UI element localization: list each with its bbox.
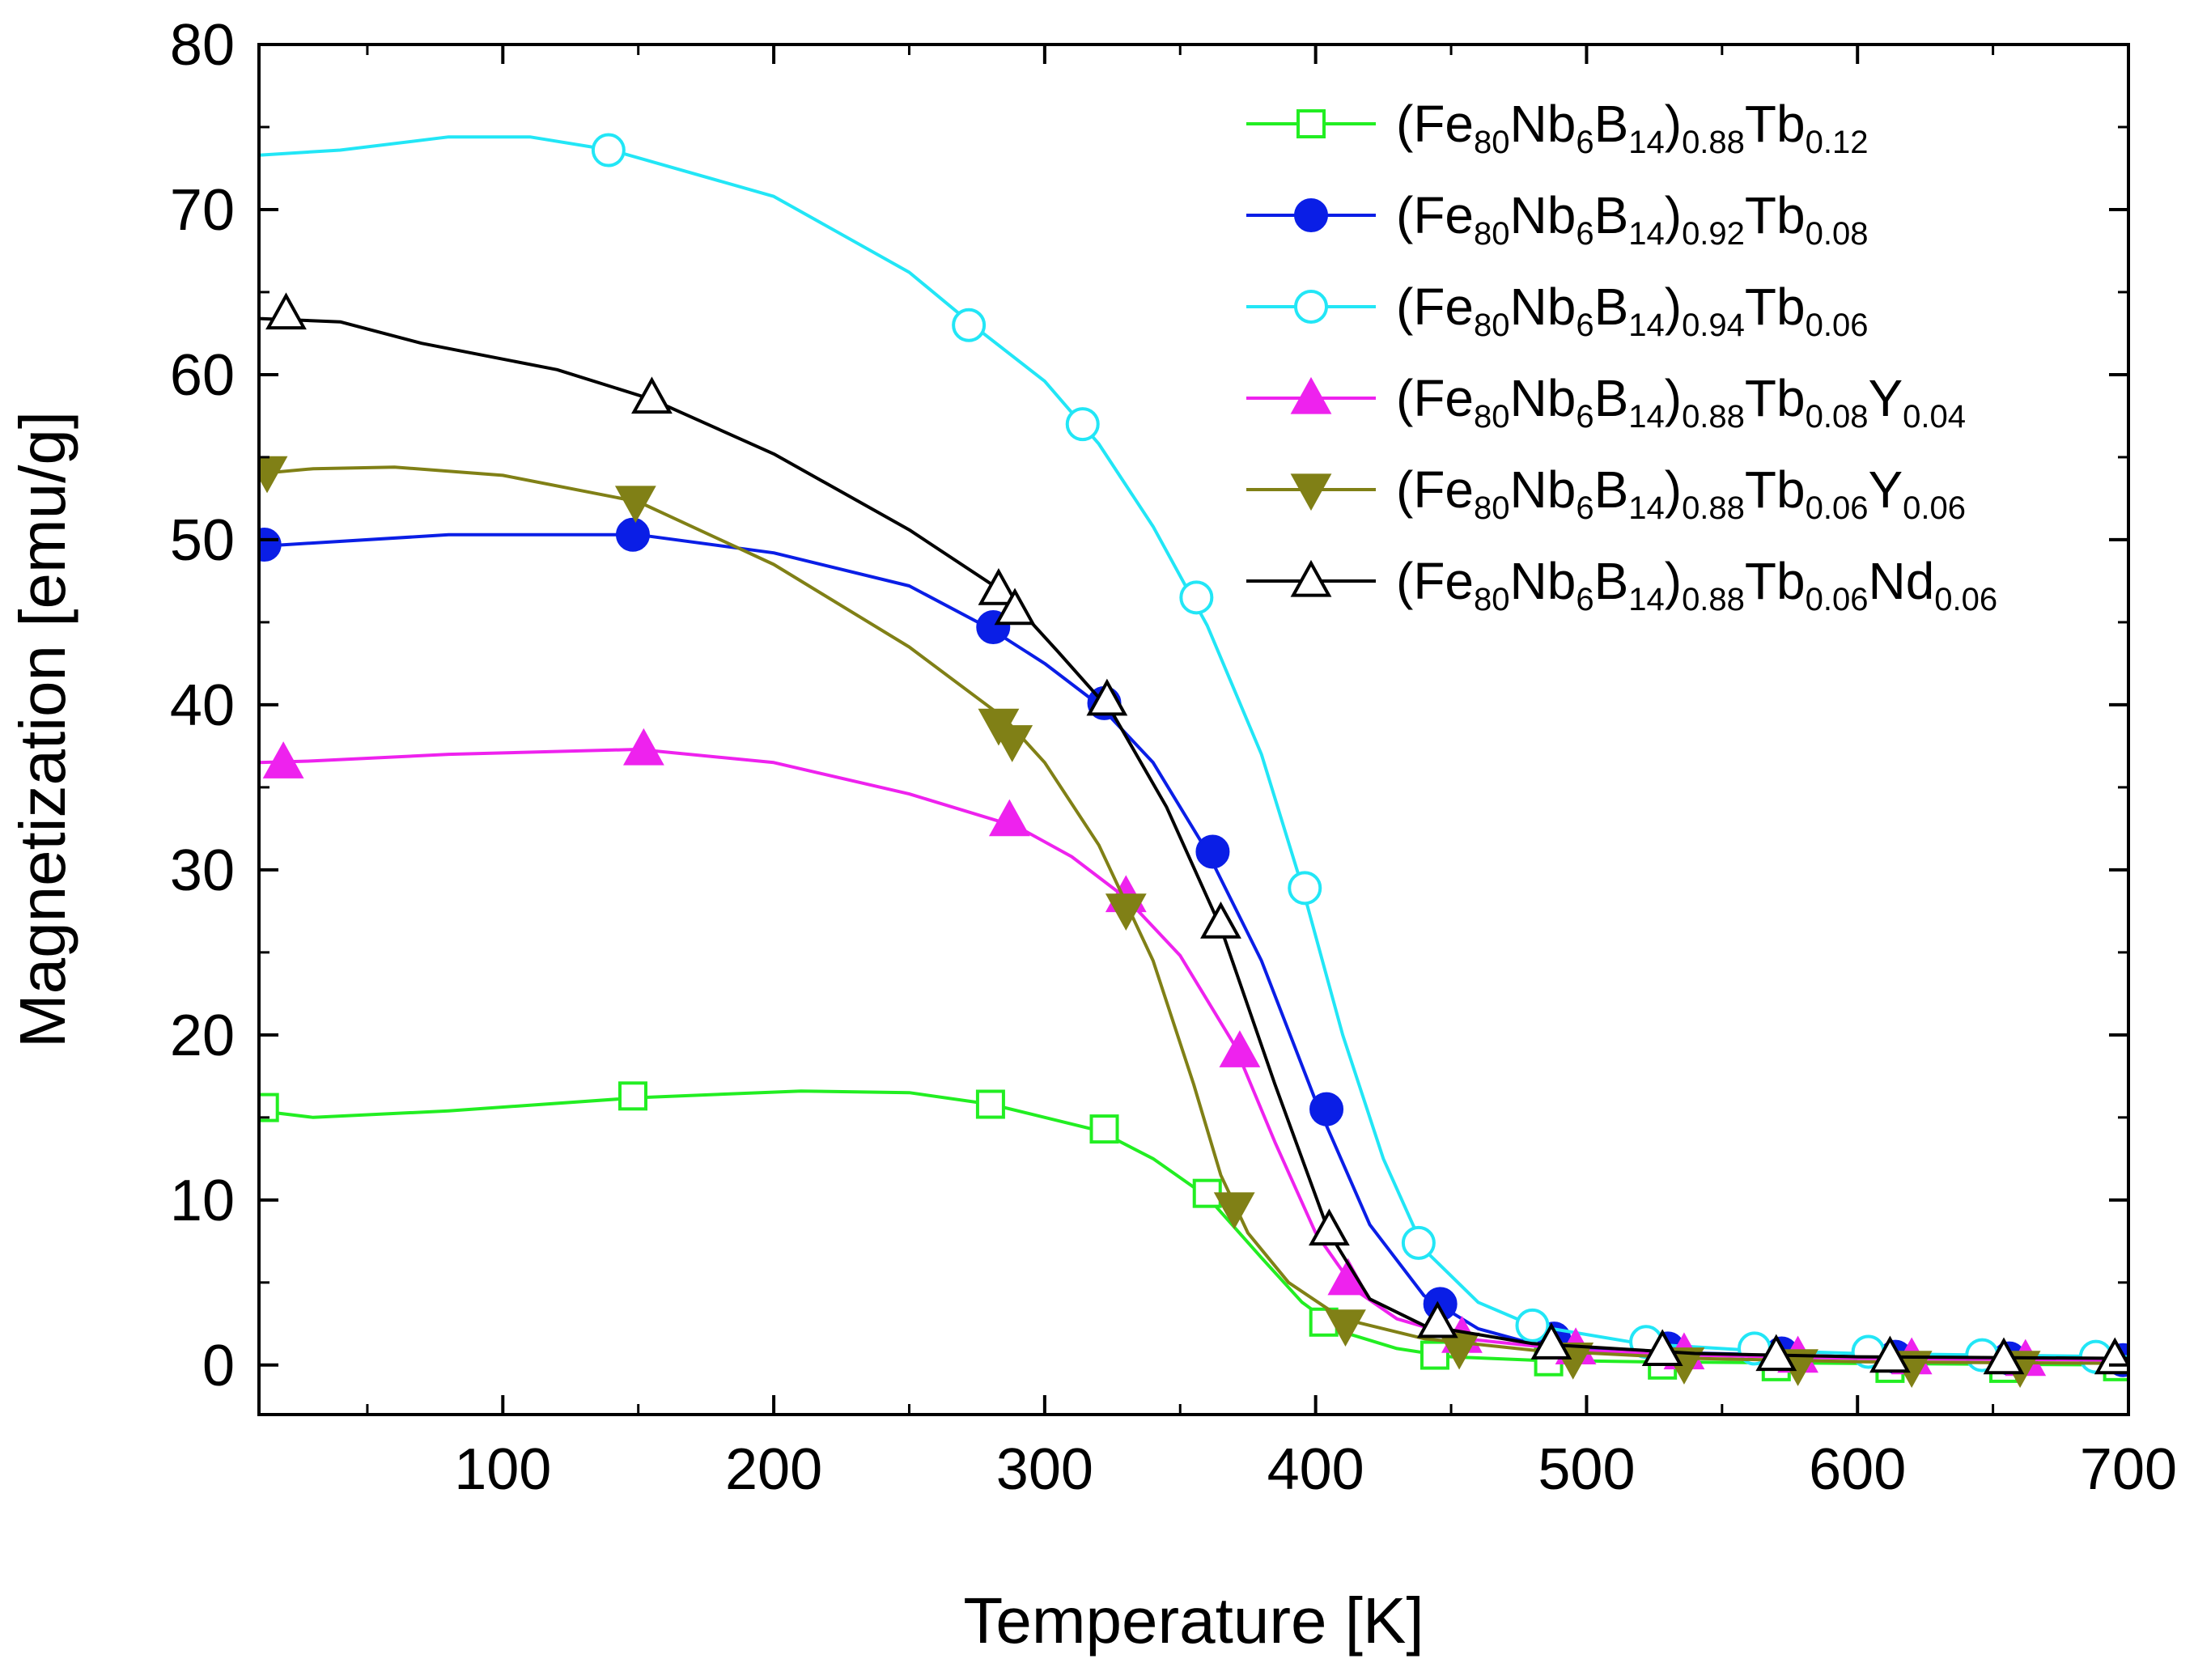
legend-item: (Fe80Nb6B14)0.88Tb0.12 — [1246, 95, 1868, 160]
data-point — [591, 133, 626, 168]
y-tick-label: 50 — [170, 508, 235, 573]
series-layer — [259, 133, 2128, 1388]
y-tick-label: 40 — [170, 673, 235, 738]
y-tick-label: 70 — [170, 178, 235, 243]
data-point — [978, 568, 1020, 605]
data-point — [994, 588, 1036, 626]
data-point — [975, 1089, 1005, 1119]
data-point — [614, 486, 656, 524]
y-tick-label: 60 — [170, 343, 235, 408]
series-line — [259, 316, 2128, 1360]
data-point — [1288, 871, 1322, 906]
legend-label: (Fe80Nb6B14)0.88Tb0.08Y0.04 — [1396, 369, 1966, 435]
y-axis-title: Magnetization [emu/g] — [6, 411, 79, 1048]
legend-marker — [1290, 376, 1332, 414]
data-point — [1309, 1092, 1344, 1126]
legend-item: (Fe80Nb6B14)0.88Tb0.06Y0.06 — [1246, 460, 1966, 526]
x-axis-title: Temperature [K] — [963, 1585, 1424, 1657]
x-tick-label: 600 — [1809, 1437, 1906, 1502]
data-point — [631, 376, 673, 414]
x-tick-label: 400 — [1267, 1437, 1364, 1502]
data-point — [991, 725, 1033, 762]
series-5 — [259, 292, 2128, 1375]
data-point — [1105, 893, 1147, 931]
x-tick-label: 200 — [725, 1437, 822, 1502]
data-point — [1515, 1308, 1550, 1343]
data-point — [1416, 1300, 1458, 1338]
data-point — [952, 308, 987, 342]
legend-label: (Fe80Nb6B14)0.92Tb0.08 — [1396, 186, 1868, 252]
data-point — [259, 456, 288, 494]
y-tick-label: 30 — [170, 838, 235, 903]
data-point — [1195, 834, 1230, 869]
data-point — [1086, 678, 1128, 716]
series-line — [259, 748, 2128, 1362]
legend-marker — [1290, 559, 1332, 597]
data-point — [1438, 1332, 1480, 1370]
data-point — [1983, 1337, 2025, 1375]
axis-layer: 100 200 300 400 500 600 700 0 10 20 30 40 50 60 70 80 — [170, 13, 2177, 1502]
x-tick-label: 300 — [996, 1437, 1093, 1502]
series-line — [259, 465, 2128, 1365]
data-point — [1065, 407, 1100, 442]
data-point — [1420, 1340, 1449, 1370]
data-point — [265, 292, 307, 330]
data-point — [1179, 580, 1214, 615]
legend-label: (Fe80Nb6B14)0.88Tb0.12 — [1396, 95, 1868, 160]
data-point — [259, 528, 282, 562]
data-point — [1308, 1208, 1350, 1246]
plot-frame — [257, 43, 2130, 1416]
series-0 — [259, 1081, 2128, 1383]
legend-label: (Fe80Nb6B14)0.88Tb0.06Nd0.06 — [1396, 552, 1997, 617]
legend-item: (Fe80Nb6B14)0.88Tb0.06Nd0.06 — [1246, 552, 1997, 617]
data-point — [1213, 1192, 1255, 1230]
y-tick-label: 0 — [202, 1334, 235, 1398]
data-point — [1755, 1334, 1797, 1372]
x-tick-label: 500 — [1538, 1437, 1635, 1502]
series-line — [259, 532, 2128, 1360]
series-line — [259, 135, 2128, 1359]
series-line — [259, 1089, 2128, 1367]
data-point — [1219, 1030, 1261, 1067]
series-1 — [259, 517, 2128, 1377]
data-point — [259, 1092, 279, 1122]
y-tick-label: 10 — [170, 1169, 235, 1233]
x-tick-label: 100 — [454, 1437, 551, 1502]
legend-item: (Fe80Nb6B14)0.88Tb0.08Y0.04 — [1246, 369, 1966, 435]
y-tick-label: 20 — [170, 1003, 235, 1068]
data-point — [988, 799, 1030, 837]
data-point — [1869, 1335, 1911, 1373]
data-point — [1641, 1329, 1683, 1367]
data-point — [1089, 1114, 1119, 1144]
y-tick-label: 80 — [170, 13, 235, 78]
legend-item: (Fe80Nb6B14)0.94Tb0.06 — [1246, 278, 1868, 343]
data-point — [1530, 1322, 1572, 1360]
legend-marker — [1296, 109, 1326, 138]
data-point — [622, 728, 664, 766]
legend-marker — [1290, 473, 1332, 511]
legend-label: (Fe80Nb6B14)0.88Tb0.06Y0.06 — [1396, 460, 1966, 526]
legend-marker — [1294, 290, 1328, 324]
legend-item: (Fe80Nb6B14)0.92Tb0.08 — [1246, 186, 1868, 252]
data-point — [1401, 1225, 1436, 1260]
x-tick-label: 700 — [2080, 1437, 2177, 1502]
legend-label: (Fe80Nb6B14)0.94Tb0.06 — [1396, 278, 1868, 343]
legend-marker — [1294, 198, 1328, 232]
data-point — [262, 741, 304, 778]
data-point — [1325, 1309, 1366, 1347]
data-point — [618, 1081, 647, 1111]
data-point — [616, 517, 650, 552]
data-point — [1200, 902, 1241, 939]
legend: (Fe80Nb6B14)0.88Tb0.12 (Fe80Nb6B14)0.92Tb… — [1246, 95, 1997, 617]
